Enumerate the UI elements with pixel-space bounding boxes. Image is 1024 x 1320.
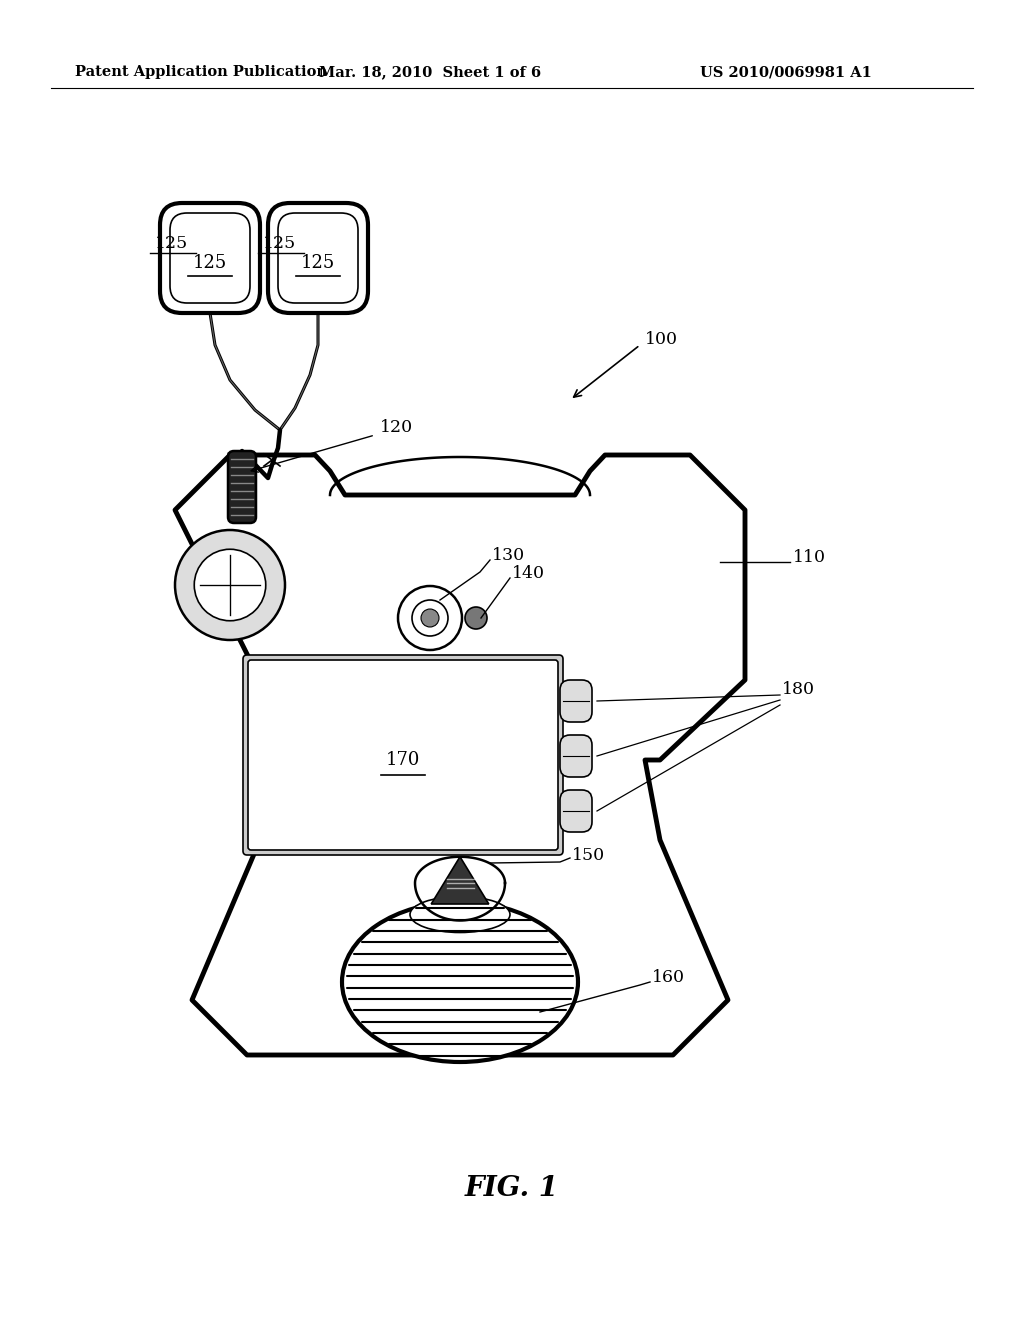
Ellipse shape bbox=[342, 902, 578, 1063]
Circle shape bbox=[175, 531, 285, 640]
Text: 125: 125 bbox=[263, 235, 297, 252]
Text: 120: 120 bbox=[380, 420, 413, 437]
Text: 140: 140 bbox=[512, 565, 545, 582]
Text: 170: 170 bbox=[386, 751, 420, 770]
Text: 130: 130 bbox=[492, 548, 525, 565]
Text: 110: 110 bbox=[793, 549, 826, 566]
Polygon shape bbox=[175, 455, 745, 1055]
FancyBboxPatch shape bbox=[243, 655, 563, 855]
Text: Mar. 18, 2010  Sheet 1 of 6: Mar. 18, 2010 Sheet 1 of 6 bbox=[318, 65, 541, 79]
Text: 125: 125 bbox=[193, 253, 227, 272]
Text: 125: 125 bbox=[156, 235, 188, 252]
FancyBboxPatch shape bbox=[278, 213, 358, 304]
Text: FIG. 1: FIG. 1 bbox=[465, 1175, 559, 1201]
Text: 180: 180 bbox=[782, 681, 815, 698]
FancyBboxPatch shape bbox=[560, 680, 592, 722]
Text: 125: 125 bbox=[301, 253, 335, 272]
Circle shape bbox=[412, 601, 449, 636]
Text: Patent Application Publication: Patent Application Publication bbox=[75, 65, 327, 79]
Circle shape bbox=[465, 607, 487, 630]
FancyBboxPatch shape bbox=[560, 789, 592, 832]
Polygon shape bbox=[415, 857, 505, 920]
Text: 160: 160 bbox=[652, 969, 685, 986]
FancyBboxPatch shape bbox=[170, 213, 250, 304]
FancyBboxPatch shape bbox=[160, 203, 260, 313]
Text: 150: 150 bbox=[572, 846, 605, 863]
Text: US 2010/0069981 A1: US 2010/0069981 A1 bbox=[700, 65, 871, 79]
FancyBboxPatch shape bbox=[228, 451, 256, 523]
FancyBboxPatch shape bbox=[248, 660, 558, 850]
Ellipse shape bbox=[410, 896, 510, 932]
Circle shape bbox=[398, 586, 462, 649]
FancyBboxPatch shape bbox=[268, 203, 368, 313]
FancyBboxPatch shape bbox=[560, 735, 592, 777]
Circle shape bbox=[421, 609, 439, 627]
Circle shape bbox=[195, 549, 266, 620]
Polygon shape bbox=[431, 857, 488, 904]
Text: 100: 100 bbox=[645, 331, 678, 348]
